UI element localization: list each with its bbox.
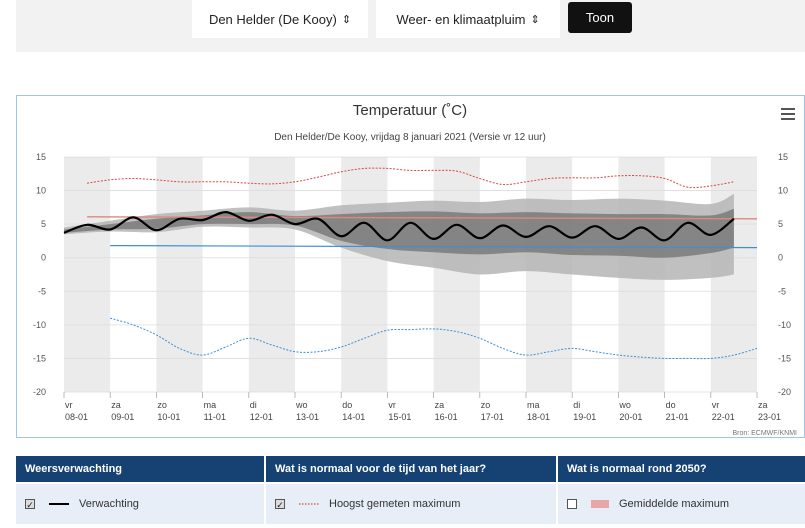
updown-chevron-icon: ⇕ — [530, 13, 540, 26]
header-2050: Wat is normaal rond 2050? — [567, 463, 707, 475]
legend-label: Gemiddelde maximum — [619, 498, 730, 510]
legend-label: Hoogst gemeten maximum — [329, 498, 461, 510]
dotted-line-swatch-icon — [299, 503, 319, 505]
station-select-label: Den Helder (De Kooy) — [208, 11, 337, 27]
legend-item-record-max[interactable]: ✓ Hoogst gemeten maximum — [266, 484, 558, 524]
product-select[interactable]: Weer- en klimaatpluim ⇕ — [376, 0, 560, 38]
checkbox-checked-icon[interactable]: ✓ — [25, 499, 35, 510]
updown-chevron-icon: ⇕ — [341, 13, 352, 26]
solid-line-swatch-icon — [49, 503, 69, 505]
checkbox-checked-icon[interactable]: ✓ — [275, 499, 285, 510]
legend-table-header: Weersverwachting Wat is normaal voor de … — [16, 456, 805, 482]
color-block-swatch-icon — [591, 500, 609, 508]
legend-label: Verwachting — [79, 498, 139, 510]
station-select[interactable]: Den Helder (De Kooy) ⇕ — [192, 0, 368, 38]
header-normal: Wat is normaal voor de tijd van het jaar… — [266, 456, 558, 482]
header-forecast: Weersverwachting — [16, 456, 266, 482]
legend-table-row: ✓ Verwachting ✓ Hoogst gemeten maximum G… — [16, 484, 805, 524]
chart-container — [16, 95, 805, 438]
product-select-label: Weer- en klimaatpluim — [396, 11, 526, 27]
chart-menu-icon[interactable] — [781, 108, 795, 120]
legend-item-mean-max-2050[interactable]: Gemiddelde maximum — [558, 484, 805, 524]
checkbox-unchecked-icon[interactable] — [567, 499, 577, 509]
submit-button[interactable]: Toon — [568, 2, 632, 33]
legend-item-forecast[interactable]: ✓ Verwachting — [16, 484, 266, 524]
